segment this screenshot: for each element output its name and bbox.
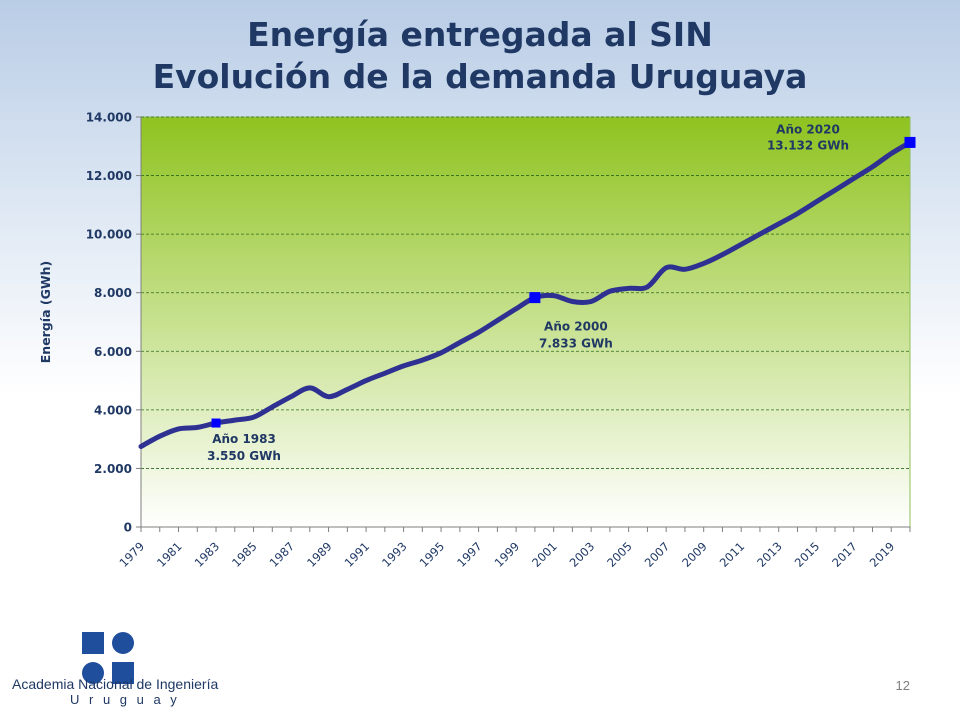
y-tick-label: 0 [124,521,132,535]
annotation-year: Año 1983 [212,432,276,446]
x-tick-label: 2009 [679,539,710,570]
y-tick-label: 4.000 [94,403,132,417]
x-tick-label: 2003 [567,539,598,570]
logo-country: U r u g u a y [70,692,180,707]
title-line-2: Evolución de la demanda Uruguaya [152,57,808,96]
axes [136,116,911,532]
y-axis-label: Energía (GWh) [38,261,53,363]
annotation-value: 3.550 GWh [207,449,281,463]
page-number: 12 [895,678,910,693]
y-tick-label: 6.000 [94,345,132,359]
x-tick-label: 1991 [342,539,373,570]
x-tick-label: 1979 [117,539,148,570]
logo-mark [82,632,134,684]
slide-title: Energía entregada al SIN Evolución de la… [0,14,960,98]
highlight-marker [529,292,541,304]
x-tick-label: 2019 [867,539,898,570]
x-tick-label: 2007 [642,539,673,570]
y-tick-label: 8.000 [94,286,132,300]
y-tick-label: 12.000 [86,169,132,183]
markers [211,136,916,428]
x-tick-label: 1987 [267,539,298,570]
x-tick-label: 2005 [604,539,635,570]
logo-name: Academia Nacional de Ingeniería [12,676,219,692]
academy-logo: Academia Nacional de Ingeniería U r u g … [12,624,218,710]
x-tick-label: 1999 [492,539,523,570]
y-tick-label: 2.000 [94,462,132,476]
annotation-value: 13.132 GWh [767,138,849,152]
x-tick-label: 1993 [379,539,410,570]
demand-series-line [138,139,913,449]
y-tick-labels: 0 2.000 4.000 6.000 8.000 10.000 12.000 14.000 [86,111,132,535]
x-tick-labels: 1979 1981 1983 1985 1987 1989 1991 1993 1995 1997… [117,539,898,570]
gridlines [141,116,910,469]
x-tick-label: 1985 [229,539,260,570]
highlight-marker [904,136,916,148]
y-tick-label: 10.000 [86,228,132,242]
series-group [138,139,913,449]
title-line-1: Energía entregada al SIN [247,15,713,54]
x-tick-label: 2001 [529,539,560,570]
x-tick-label: 1989 [304,539,335,570]
x-tick-label: 2015 [792,539,823,570]
x-tick-label: 1983 [192,539,223,570]
x-tick-label: 1995 [417,539,448,570]
x-tick-label: 1997 [454,539,485,570]
annotation-value: 7.833 GWh [539,337,613,351]
x-tick-label: 2013 [754,539,785,570]
plot-area [140,116,911,528]
x-tick-label: 2017 [829,539,860,570]
x-tick-label: 2011 [717,539,748,570]
highlight-marker [211,418,221,428]
annotation-year: Año 2000 [544,320,608,334]
x-tick-label: 1981 [154,539,185,570]
y-tick-label: 14.000 [86,111,132,125]
annotation-year: Año 2020 [776,122,840,136]
annotations: Año 1983 3.550 GWh Año 2000 7.833 GWh Año 20… [207,122,849,463]
